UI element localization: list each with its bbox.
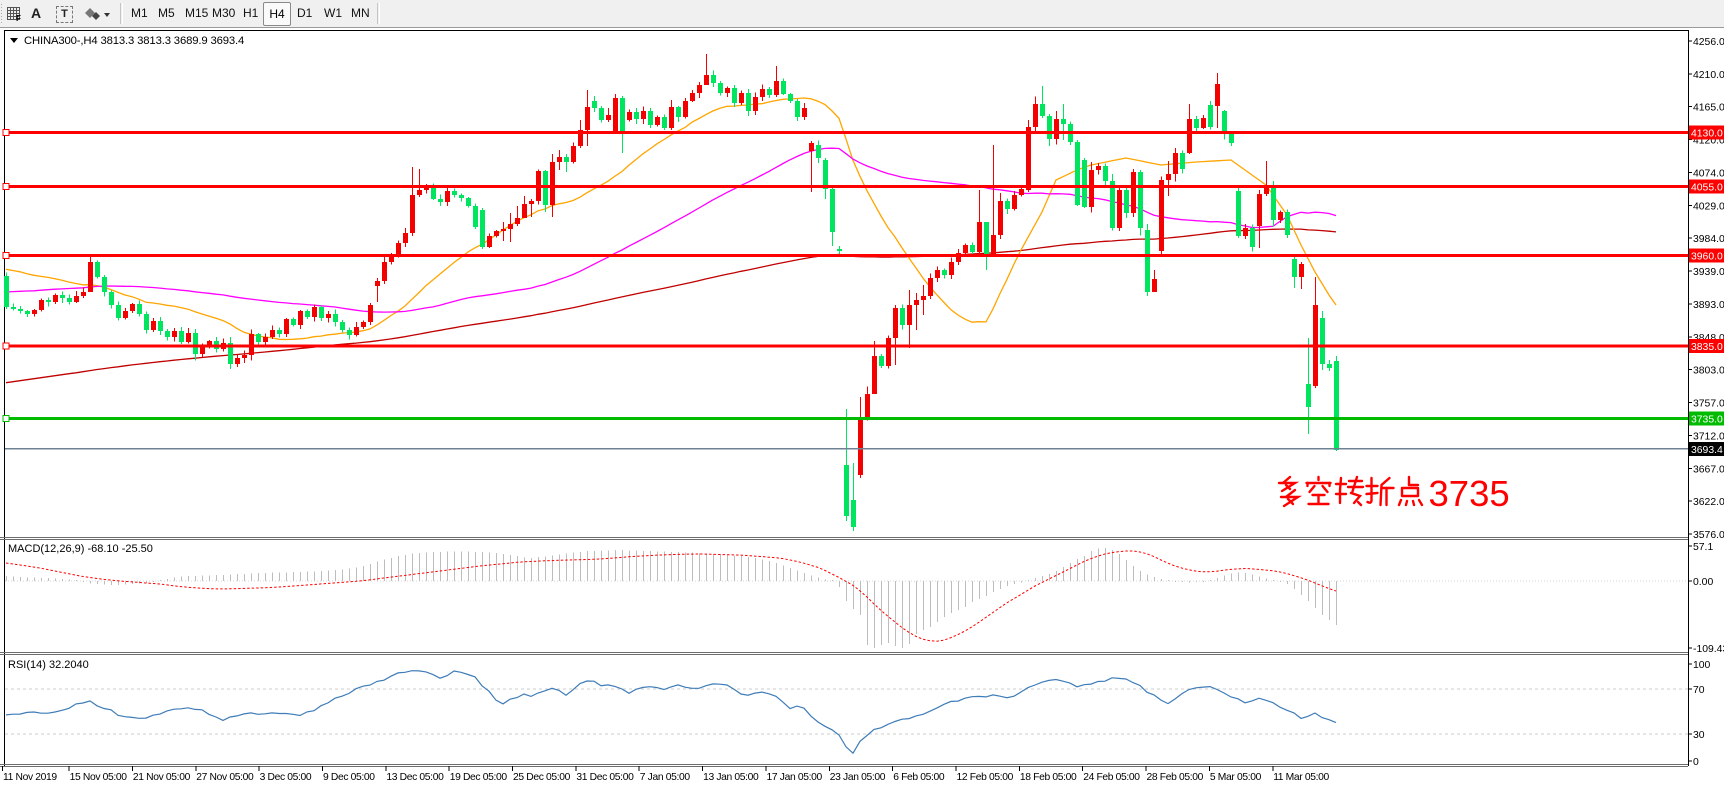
svg-text:11 Nov 2019: 11 Nov 2019 (3, 772, 57, 783)
svg-text:3893.0: 3893.0 (1693, 300, 1724, 311)
svg-text:4165.0: 4165.0 (1693, 103, 1724, 114)
svg-text:18 Feb 05:00: 18 Feb 05:00 (1020, 772, 1077, 783)
svg-text:3667.0: 3667.0 (1693, 464, 1724, 475)
svg-text:0: 0 (1693, 757, 1699, 768)
svg-text:4029.0: 4029.0 (1693, 201, 1724, 212)
svg-text:100: 100 (1693, 660, 1711, 671)
svg-text:7 Jan 05:00: 7 Jan 05:00 (640, 772, 691, 783)
svg-text:MACD(12,26,9) -68.10 -25.50: MACD(12,26,9) -68.10 -25.50 (8, 543, 153, 555)
svg-text:11 Mar 05:00: 11 Mar 05:00 (1273, 772, 1329, 783)
svg-text:3984.0: 3984.0 (1693, 234, 1724, 245)
svg-text:4120.0: 4120.0 (1693, 136, 1724, 147)
svg-text:23 Jan 05:00: 23 Jan 05:00 (830, 772, 886, 783)
svg-text:4210.0: 4210.0 (1693, 70, 1724, 81)
svg-text:5 Mar 05:00: 5 Mar 05:00 (1210, 772, 1262, 783)
svg-text:3960.0: 3960.0 (1691, 252, 1723, 263)
svg-text:4256.0: 4256.0 (1693, 37, 1724, 48)
svg-text:3 Dec 05:00: 3 Dec 05:00 (260, 772, 312, 783)
svg-text:3803.0: 3803.0 (1693, 366, 1724, 377)
svg-text:25 Dec 05:00: 25 Dec 05:00 (513, 772, 571, 783)
svg-text:3576.0: 3576.0 (1693, 530, 1724, 541)
svg-text:CHINA300-,H4 3813.3 3813.3 36: CHINA300-,H4 3813.3 3813.3 3689.9 3693.4 (24, 35, 244, 47)
svg-text:27 Nov 05:00: 27 Nov 05:00 (196, 772, 254, 783)
svg-text:31 Dec 05:00: 31 Dec 05:00 (576, 772, 634, 783)
svg-text:3735.0: 3735.0 (1691, 415, 1723, 426)
svg-text:RSI(14) 32.2040: RSI(14) 32.2040 (8, 659, 89, 671)
svg-text:13 Jan 05:00: 13 Jan 05:00 (703, 772, 759, 783)
svg-text:30: 30 (1693, 730, 1705, 741)
svg-text:3835.0: 3835.0 (1691, 342, 1723, 353)
svg-text:15 Nov 05:00: 15 Nov 05:00 (70, 772, 128, 783)
svg-text:3939.0: 3939.0 (1693, 267, 1724, 278)
svg-text:0.00: 0.00 (1693, 577, 1713, 588)
svg-text:19 Dec 05:00: 19 Dec 05:00 (450, 772, 508, 783)
svg-text:4130.0: 4130.0 (1691, 128, 1723, 139)
svg-text:17 Jan 05:00: 17 Jan 05:00 (767, 772, 823, 783)
svg-text:3693.4: 3693.4 (1691, 445, 1723, 456)
svg-text:3735: 3735 (1429, 473, 1510, 514)
svg-text:3757.0: 3757.0 (1693, 399, 1724, 410)
svg-text:3712.0: 3712.0 (1693, 431, 1724, 442)
svg-text:9 Dec 05:00: 9 Dec 05:00 (323, 772, 375, 783)
svg-text:3848.0: 3848.0 (1693, 333, 1724, 344)
svg-text:4055.0: 4055.0 (1691, 183, 1723, 194)
svg-text:6 Feb 05:00: 6 Feb 05:00 (893, 772, 945, 783)
svg-text:70: 70 (1693, 685, 1705, 696)
svg-text:21 Nov 05:00: 21 Nov 05:00 (133, 772, 191, 783)
svg-text:28 Feb 05:00: 28 Feb 05:00 (1147, 772, 1204, 783)
svg-text:3622.0: 3622.0 (1693, 497, 1724, 508)
svg-text:24 Feb 05:00: 24 Feb 05:00 (1083, 772, 1140, 783)
svg-text:-109.43: -109.43 (1693, 644, 1724, 655)
svg-text:12 Feb 05:00: 12 Feb 05:00 (957, 772, 1014, 783)
svg-text:13 Dec 05:00: 13 Dec 05:00 (386, 772, 444, 783)
svg-text:57.1: 57.1 (1693, 542, 1713, 553)
svg-text:4074.0: 4074.0 (1693, 169, 1724, 180)
